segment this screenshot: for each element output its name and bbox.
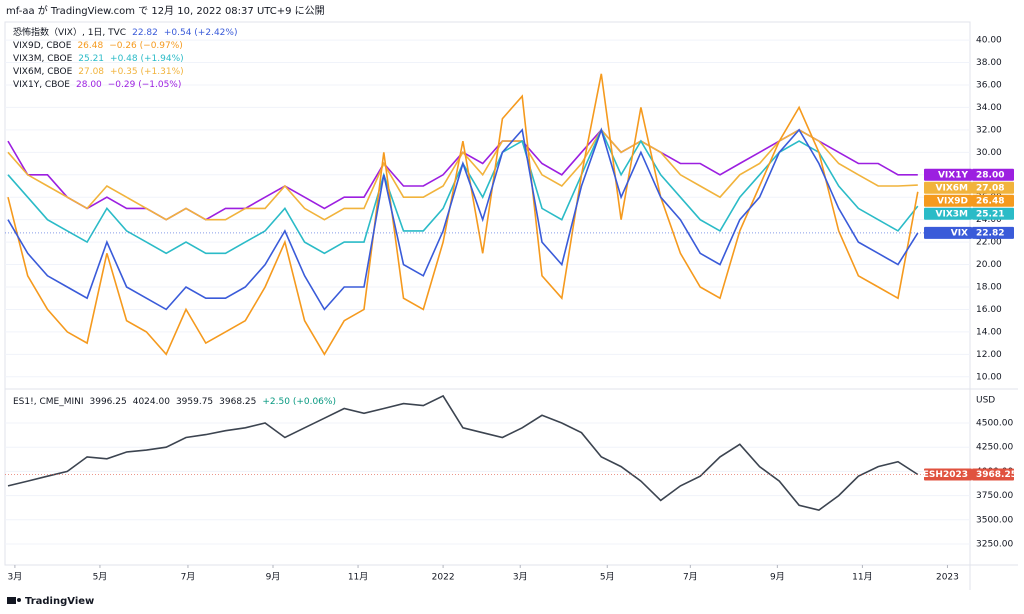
legend-change: +0.48 (+1.94%) xyxy=(110,54,184,64)
legend-change: −0.29 (−1.05%) xyxy=(108,80,182,90)
y-tick-label: 14.00 xyxy=(976,327,1002,337)
x-tick-label: 3月 xyxy=(8,572,23,583)
x-tick-label: 7月 xyxy=(683,572,698,583)
y-tick-label: 32.00 xyxy=(976,125,1002,135)
legend-name: VIX3M, CBOE xyxy=(13,54,73,64)
x-tick-label: 11月 xyxy=(348,572,368,583)
price-tag-value: 3968.25 xyxy=(976,470,1017,480)
series-line xyxy=(7,394,919,511)
header: mf-aa が TradingView.com で 12月 10, 2022 0… xyxy=(6,4,325,17)
price-tag-value: 27.08 xyxy=(976,183,1004,193)
x-tick-label: 2023 xyxy=(936,573,959,583)
x-tick-label: 11月 xyxy=(852,572,872,583)
price-tag xyxy=(924,194,972,207)
legend-name: VIX1Y, CBOE xyxy=(13,80,70,90)
y-tick-label: 34.00 xyxy=(976,103,1002,113)
x-tick-label: 2022 xyxy=(432,573,455,583)
x-tick-label: 3月 xyxy=(513,572,528,583)
y-tick-label: 3750.00 xyxy=(976,491,1013,501)
legend-change: −0.26 (−0.97%) xyxy=(109,41,183,51)
price-tag-value: 25.21 xyxy=(976,209,1004,219)
series-line xyxy=(7,73,919,356)
y-tick-label: 30.00 xyxy=(976,148,1002,158)
y-tick-label: 10.00 xyxy=(976,372,1002,382)
y-tick-label: 4500.00 xyxy=(976,419,1013,429)
y-tick-label: 16.00 xyxy=(976,305,1002,315)
legend-entry: VIX1Y, CBOE 28.00 −0.29 (−1.05%) xyxy=(13,80,181,90)
y-tick-label: 40.00 xyxy=(976,36,1002,46)
tv-logo xyxy=(7,597,21,604)
y-tick-label: 4250.00 xyxy=(976,443,1013,453)
price-tag xyxy=(924,226,972,239)
y-tick-label: 38.00 xyxy=(976,58,1002,68)
y-tick-label: 18.00 xyxy=(976,282,1002,292)
legend-entry: VIX6M, CBOE 27.08 +0.35 (+1.31%) xyxy=(13,67,184,77)
price-tag-value-bg xyxy=(972,226,1014,239)
legend-entry: VIX3M, CBOE 25.21 +0.48 (+1.94%) xyxy=(13,54,184,64)
price-tag-value: 26.48 xyxy=(976,196,1004,206)
price-tag-value: 28.00 xyxy=(976,170,1004,180)
legend-value: 26.48 xyxy=(77,41,103,51)
legend-name: ES1!, CME_MINI xyxy=(13,397,84,407)
x-tick-label: 9月 xyxy=(266,572,281,583)
y-tick-label: 3500.00 xyxy=(976,515,1013,525)
price-tag xyxy=(924,207,972,220)
price-tag-value-bg xyxy=(972,207,1014,220)
price-tag-value-bg xyxy=(972,181,1014,194)
legend-change: +2.50 (+0.06%) xyxy=(262,397,336,407)
legend-entry: 恐怖指数（VIX）, 1日, TVC 22.82 +0.54 (+2.42%) xyxy=(13,26,237,38)
y-tick-label: 24.00 xyxy=(976,215,1002,225)
y-tick-label: 12.00 xyxy=(976,350,1002,360)
legend-value: 22.82 xyxy=(132,28,158,38)
price-tag-value-bg xyxy=(972,168,1014,181)
y-tick-label: 22.00 xyxy=(976,238,1002,248)
x-tick-label: 9月 xyxy=(770,572,785,583)
legend-entry: ES1!, CME_MINI 3996.25 4024.00 3959.75 3968.… xyxy=(13,397,336,407)
price-tag-value-bg xyxy=(972,194,1014,207)
legend-value: 25.21 xyxy=(78,54,104,64)
price-tag xyxy=(924,168,972,181)
legend-ohlc: 3959.75 xyxy=(176,397,213,407)
price-tag-value-bg xyxy=(972,468,1014,481)
price-tag-value: 22.82 xyxy=(976,228,1004,238)
axis-unit: USD xyxy=(976,396,995,406)
legend-value: 27.08 xyxy=(78,67,104,77)
legend-name: 恐怖指数（VIX）, 1日, TVC xyxy=(13,26,126,38)
legend-entry: VIX9D, CBOE 26.48 −0.26 (−0.97%) xyxy=(13,41,183,51)
x-tick-label: 5月 xyxy=(600,572,615,583)
legend-ohlc: 3996.25 xyxy=(90,397,127,407)
legend-change: +0.35 (+1.31%) xyxy=(110,67,184,77)
price-tag xyxy=(924,468,972,481)
price-tag-name: VIX9D xyxy=(937,196,968,206)
price-tag-name: ESH2023 xyxy=(923,470,968,480)
legend-ohlc: 4024.00 xyxy=(133,397,170,407)
price-tag xyxy=(924,181,972,194)
footer-brand: TradingView xyxy=(25,596,94,607)
legend-value: 28.00 xyxy=(76,80,102,90)
y-tick-label: 3250.00 xyxy=(976,539,1013,549)
x-tick-label: 7月 xyxy=(181,572,196,583)
legend-name: VIX9D, CBOE xyxy=(13,41,72,51)
legend-change: +0.54 (+2.42%) xyxy=(164,28,238,38)
price-tag-name: VIX1Y xyxy=(938,170,969,180)
legend-ohlc: 3968.25 xyxy=(219,397,256,407)
legend-name: VIX6M, CBOE xyxy=(13,67,73,77)
y-tick-label: 36.00 xyxy=(976,80,1002,90)
x-tick-label: 5月 xyxy=(93,572,108,583)
price-tag-name: VIX3M xyxy=(936,209,969,219)
series-line xyxy=(7,127,919,311)
y-tick-label: 20.00 xyxy=(976,260,1002,270)
series-line xyxy=(7,128,918,221)
price-tag-name: VIX xyxy=(951,228,968,238)
price-tag-name: VIX6M xyxy=(936,183,969,193)
